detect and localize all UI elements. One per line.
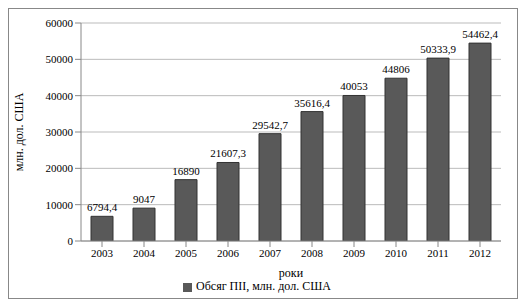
svg-text:44806: 44806 [382,63,410,75]
svg-text:9047: 9047 [133,193,156,205]
svg-text:2010: 2010 [385,247,408,259]
svg-text:16890: 16890 [172,165,200,177]
svg-text:2007: 2007 [259,247,282,259]
svg-text:50000: 50000 [46,53,74,65]
svg-text:2005: 2005 [175,247,198,259]
html-text:Обсяг ПІІ, млн. дол. США: Обсяг ПІІ, млн. дол. США [196,279,331,293]
svg-text:60000: 60000 [46,17,74,29]
svg-text:54462,4: 54462,4 [462,28,498,40]
svg-text:10000: 10000 [46,199,74,211]
svg-text:2003: 2003 [91,247,114,259]
svg-text:роки: роки [279,266,304,280]
svg-text:2008: 2008 [301,247,324,259]
svg-text:30000: 30000 [46,126,74,138]
svg-text:2011: 2011 [427,247,449,259]
svg-text:2004: 2004 [133,247,156,259]
svg-text:50333,9: 50333,9 [420,43,456,55]
svg-text:2012: 2012 [469,247,491,259]
svg-text:40053: 40053 [340,80,368,92]
svg-text:40000: 40000 [46,90,74,102]
svg-text:0: 0 [68,235,74,247]
svg-text:2009: 2009 [343,247,366,259]
svg-text:20000: 20000 [46,162,74,174]
svg-text:21607,3: 21607,3 [210,147,246,159]
svg-text:млн. дол. США: млн. дол. США [12,92,26,171]
svg-text:6794,4: 6794,4 [87,201,118,213]
svg-text:29542,7: 29542,7 [252,119,288,131]
svg-text:2006: 2006 [217,247,240,259]
svg-text:35616,4: 35616,4 [294,97,330,109]
